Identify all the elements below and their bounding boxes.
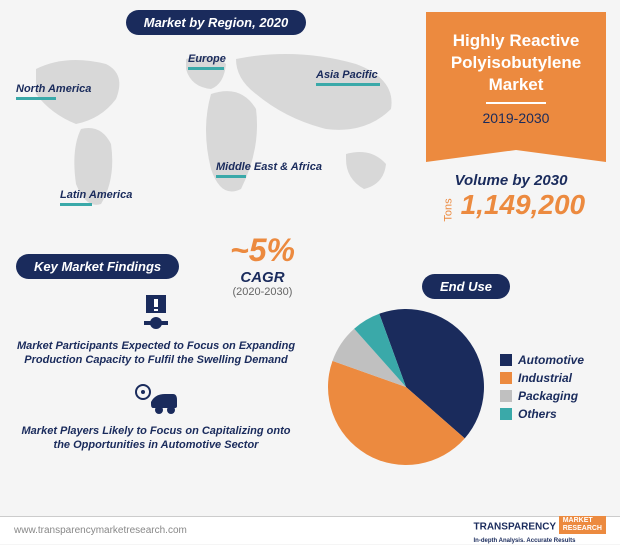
volume-label: Volume by 2030	[416, 172, 606, 189]
legend-others: Others	[500, 407, 584, 421]
footer-logo: TRANSPARENCY MARKETRESEARCH In-depth Ana…	[474, 516, 607, 544]
title-years: 2019-2030	[436, 110, 596, 126]
volume-unit: Tons	[442, 198, 454, 221]
volume-section: Volume by 2030 Tons 1,149,200	[416, 172, 606, 221]
enduse-pie-chart	[326, 307, 486, 467]
title-line-1: Highly Reactive	[453, 31, 580, 50]
region-asia-pacific: Asia Pacific	[316, 69, 380, 86]
finding-0: Market Participants Expected to Focus on…	[16, 293, 296, 368]
region-north-america: North America	[16, 83, 91, 100]
region-europe: Europe	[188, 53, 226, 70]
title-divider	[486, 102, 546, 104]
world-map: North America Europe Asia Pacific Middle Ea…	[16, 39, 416, 219]
findings-section: Key Market Findings Market Participants …	[16, 254, 296, 452]
volume-value: 1,149,200	[461, 189, 586, 220]
enduse-legend: Automotive Industrial Packaging Others	[500, 349, 584, 425]
footer: www.transparencymarketresearch.com TRANS…	[0, 516, 620, 544]
findings-title: Key Market Findings	[16, 254, 179, 279]
title-line-3: Market	[489, 75, 544, 94]
title-line-2: Polyisobutylene	[451, 53, 581, 72]
title-banner: Highly Reactive Polyisobutylene Market 2…	[426, 12, 606, 162]
finding-1: Market Players Likely to Focus on Capita…	[16, 382, 296, 453]
map-title: Market by Region, 2020	[126, 10, 307, 35]
footer-url: www.transparencymarketresearch.com	[14, 525, 187, 536]
legend-packaging: Packaging	[500, 389, 584, 403]
legend-industrial: Industrial	[500, 371, 584, 385]
region-middle-east-africa: Middle East & Africa	[216, 161, 322, 178]
enduse-section: End Use Automotive Industrial Packaging Oth…	[326, 274, 606, 467]
region-latin-america: Latin America	[60, 189, 132, 206]
map-section: Market by Region, 2020 North America Euro…	[16, 10, 416, 230]
legend-automotive: Automotive	[500, 353, 584, 367]
enduse-title: End Use	[422, 274, 510, 299]
